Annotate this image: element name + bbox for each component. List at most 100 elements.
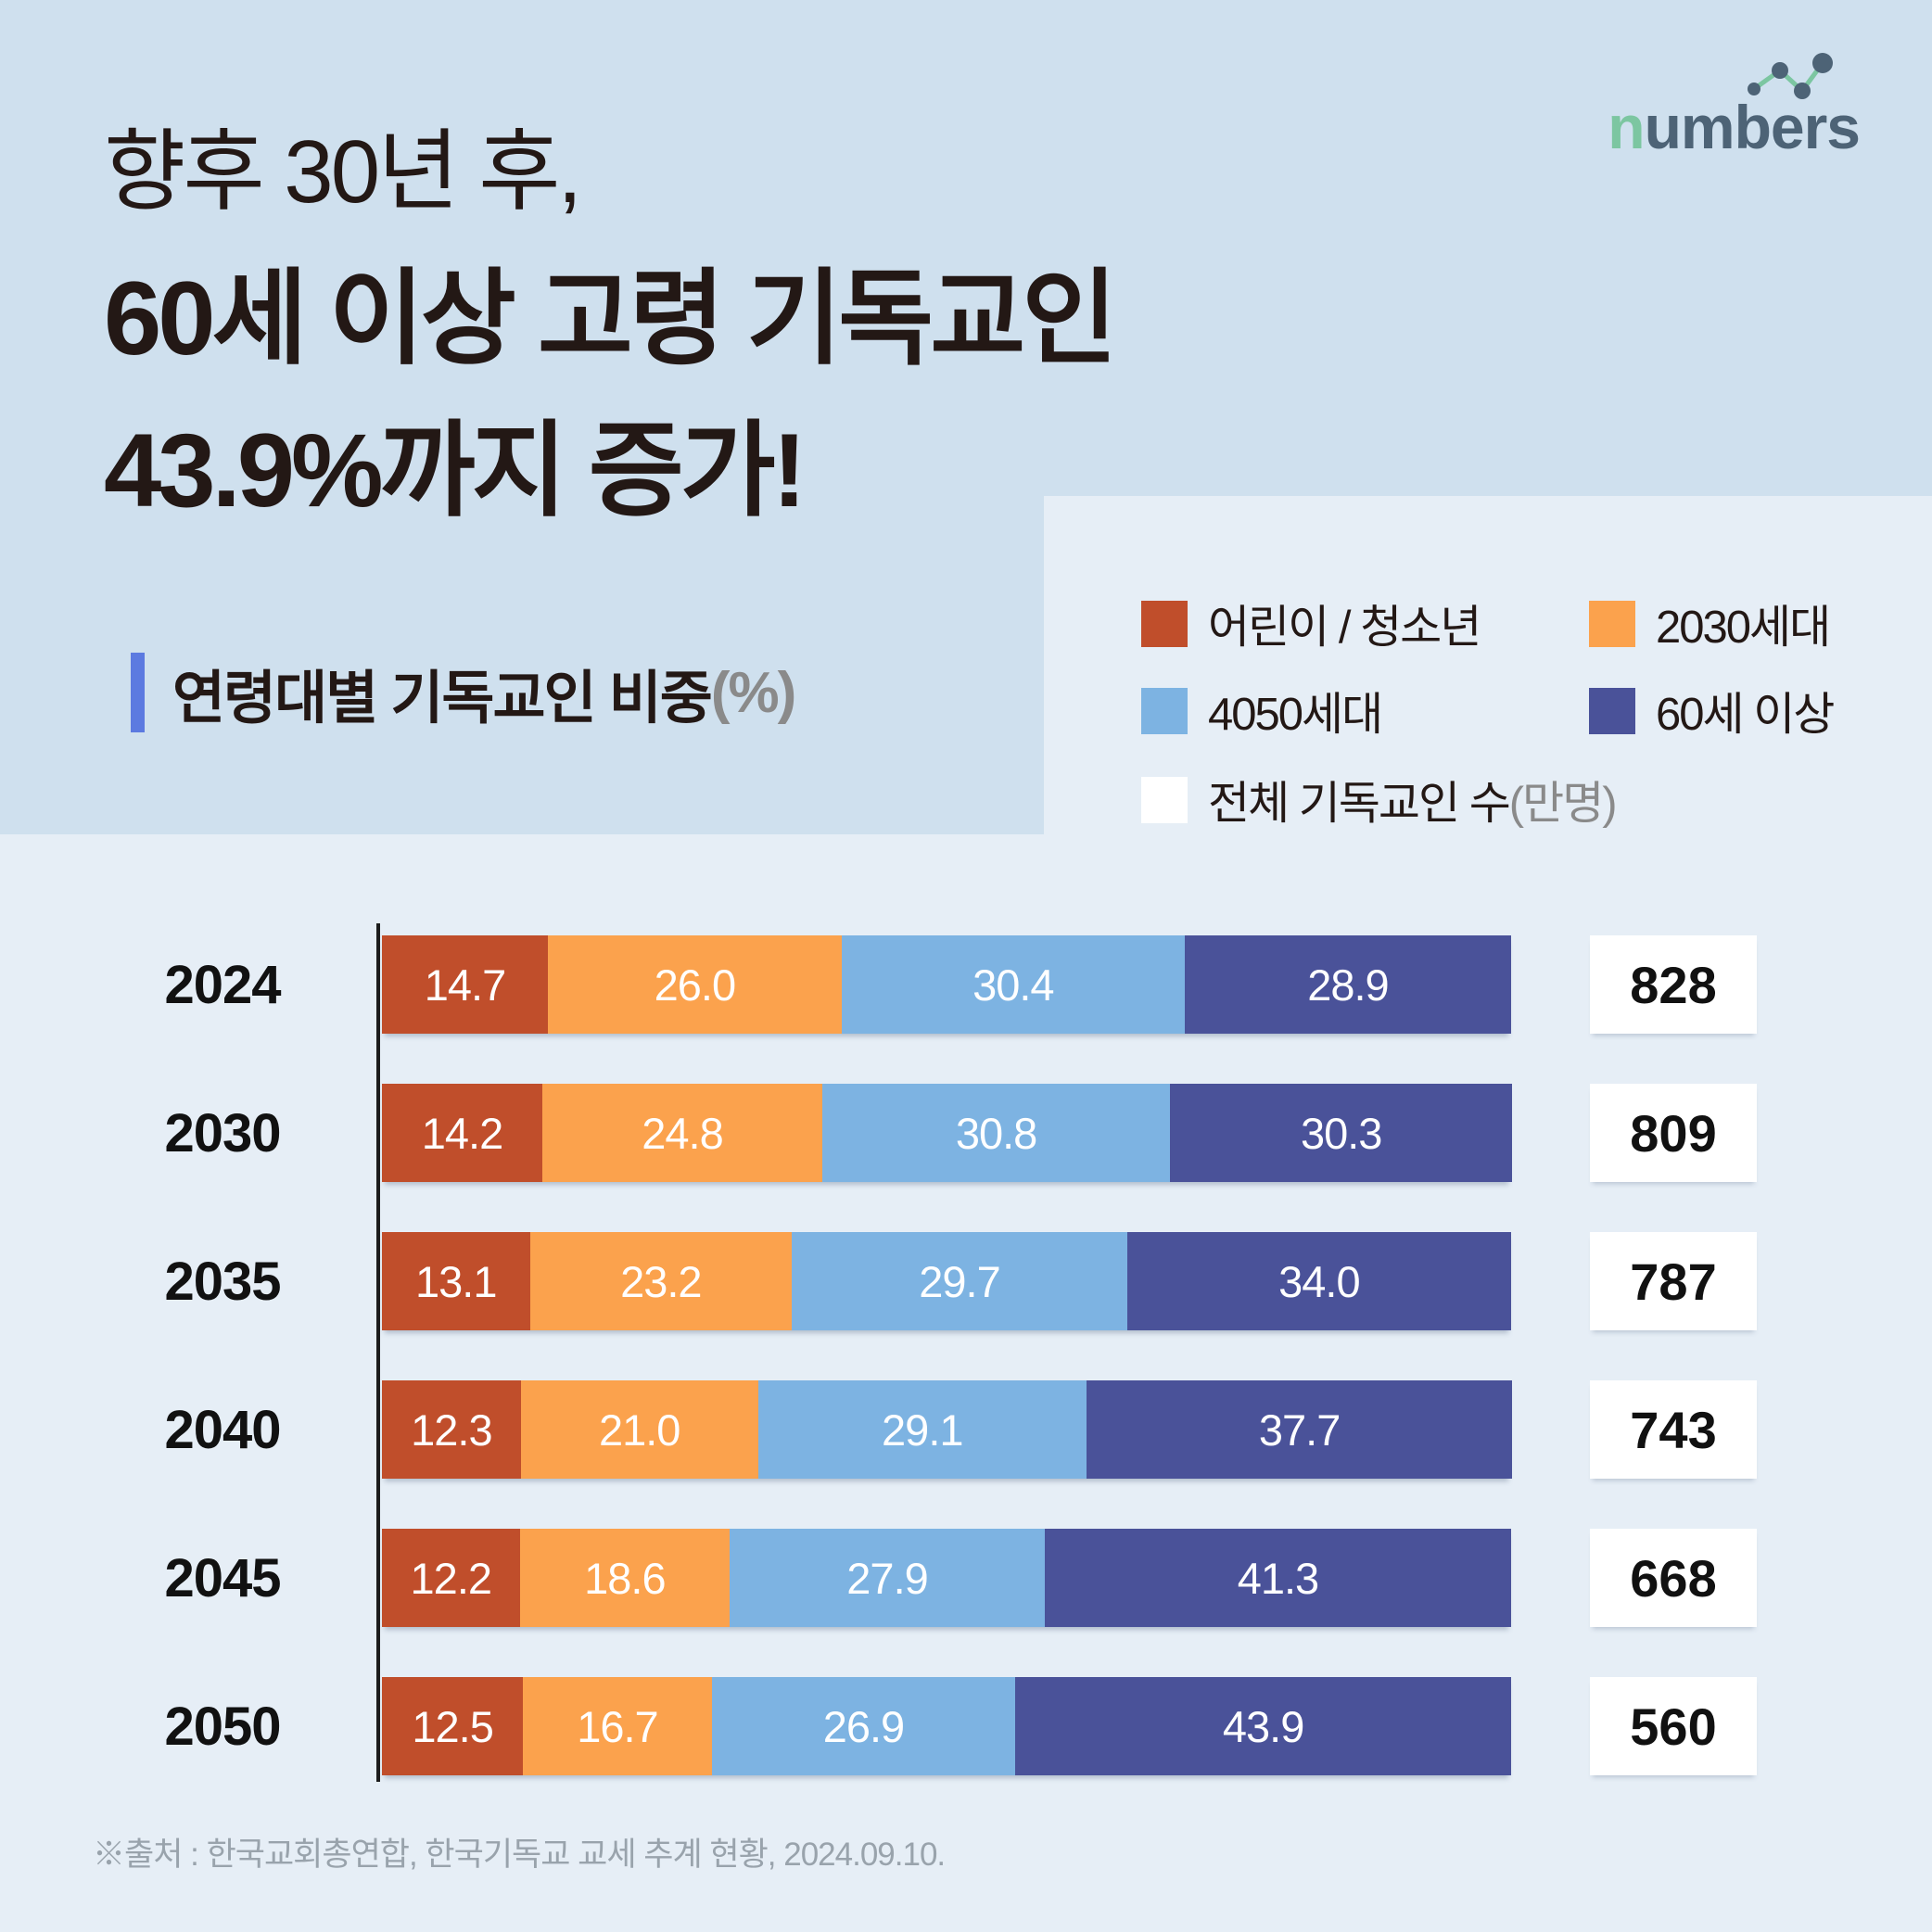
segment-value: 23.2 [620, 1256, 702, 1306]
bar-segment: 14.2 [382, 1084, 542, 1182]
legend-label: 2030세대 [1656, 603, 1831, 653]
bar-segment: 34.0 [1126, 1232, 1511, 1330]
year-label: 2035 [164, 1251, 281, 1312]
segment-value: 27.9 [846, 1553, 928, 1603]
bar-segment: 21.0 [520, 1380, 758, 1479]
page-title: 향후 30년 후, 60세 이상 고령 기독교인 43.9%까지 증가! [104, 122, 1117, 528]
bar-segment: 12.5 [382, 1677, 524, 1775]
year-label: 2045 [164, 1547, 281, 1608]
subtitle-text: 연령대별 기독교인 비중 [172, 667, 713, 731]
stacked-bar: 12.3 21.0 29.1 37.7 [382, 1380, 1513, 1479]
bar-segment: 13.1 [382, 1232, 530, 1330]
segment-value: 18.6 [584, 1553, 666, 1603]
segment-value: 30.3 [1300, 1108, 1382, 1158]
segment-value: 21.0 [598, 1405, 680, 1455]
chart-row-2035: 2035 13.1 23.2 29.7 34.0 787 [0, 1232, 1932, 1330]
total-value-box: 828 [1590, 935, 1757, 1034]
bar-segment: 16.7 [523, 1677, 712, 1775]
bar-segment: 23.2 [529, 1232, 793, 1330]
year-label: 2024 [164, 954, 281, 1015]
bar-segment: 41.3 [1044, 1529, 1511, 1627]
legend-item-60plus: 60세 이상 [1589, 678, 1835, 744]
stacked-bar: 12.5 16.7 26.9 43.9 [382, 1677, 1511, 1775]
legend-item-4050: 4050세대 [1141, 678, 1383, 744]
total-value-box: 787 [1590, 1232, 1757, 1330]
legend-swatch-4050 [1141, 687, 1188, 734]
bar-segment: 12.3 [382, 1380, 521, 1479]
bar-segment: 26.9 [711, 1677, 1016, 1775]
segment-value: 14.2 [421, 1108, 503, 1158]
stacked-bar: 14.7 26.0 30.4 28.9 [382, 935, 1511, 1034]
segment-value: 30.4 [972, 960, 1054, 1010]
stacked-bar: 14.2 24.8 30.8 30.3 [382, 1084, 1513, 1182]
stacked-bar: 12.2 18.6 27.9 41.3 [382, 1529, 1511, 1627]
segment-value: 29.1 [882, 1405, 963, 1455]
segment-value: 30.8 [955, 1108, 1037, 1158]
bar-segment: 30.4 [841, 935, 1185, 1034]
chart-row-2050: 2050 12.5 16.7 26.9 43.9 560 [0, 1677, 1932, 1775]
segment-value: 24.8 [642, 1108, 723, 1158]
subtitle-accent-bar [131, 653, 145, 732]
bar-segment: 28.9 [1184, 935, 1511, 1034]
legend-label: 4050세대 [1208, 690, 1383, 740]
bar-segment: 37.7 [1087, 1380, 1513, 1479]
bar-segment: 14.7 [382, 935, 549, 1034]
year-label: 2050 [164, 1696, 281, 1757]
numbers-logo: numbers [1526, 53, 1861, 161]
stacked-bar: 13.1 23.2 29.7 34.0 [382, 1232, 1511, 1330]
total-value-box: 560 [1590, 1677, 1757, 1775]
segment-value: 12.3 [411, 1405, 492, 1455]
legend-unit: (만명) [1508, 779, 1618, 829]
chart-subtitle: 연령대별 기독교인 비중 (%) [131, 651, 796, 734]
legend-item-2030: 2030세대 [1589, 591, 1831, 656]
segment-value: 13.1 [415, 1256, 497, 1306]
chart-row-2024: 2024 14.7 26.0 30.4 28.9 828 [0, 935, 1932, 1034]
y-axis-line [376, 923, 380, 1782]
segment-value: 37.7 [1258, 1405, 1341, 1455]
chart-row-2045: 2045 12.2 18.6 27.9 41.3 668 [0, 1529, 1932, 1627]
legend-label: 어린이 / 청소년 [1208, 603, 1481, 653]
chart-row-2040: 2040 12.3 21.0 29.1 37.7 743 [0, 1380, 1932, 1479]
bar-segment: 27.9 [730, 1529, 1045, 1627]
total-value-box: 668 [1590, 1529, 1757, 1627]
total-value-box: 809 [1590, 1084, 1757, 1182]
segment-value: 16.7 [577, 1701, 658, 1751]
logo-letter-n: n [1608, 93, 1645, 161]
segment-value: 34.0 [1278, 1256, 1360, 1306]
legend-item-children-youth: 어린이 / 청소년 [1141, 591, 1481, 656]
segment-value: 43.9 [1222, 1701, 1304, 1751]
bar-segment: 30.8 [822, 1084, 1171, 1182]
segment-value: 26.9 [822, 1701, 905, 1751]
segment-value: 26.0 [654, 960, 736, 1010]
logo-trendline-icon [1748, 53, 1833, 99]
legend-swatch-2030 [1589, 600, 1635, 647]
total-value-box: 743 [1590, 1380, 1757, 1479]
bar-segment: 29.1 [757, 1380, 1087, 1479]
subtitle-unit: (%) [710, 660, 796, 725]
bar-segment: 26.0 [548, 935, 842, 1034]
legend-label: 전체 기독교인 수 [1208, 779, 1511, 829]
bar-segment: 29.7 [792, 1232, 1127, 1330]
segment-value: 12.5 [412, 1701, 493, 1751]
segment-value: 28.9 [1307, 960, 1389, 1010]
bar-segment: 24.8 [541, 1084, 823, 1182]
legend-swatch-60plus [1589, 687, 1635, 734]
segment-value: 41.3 [1237, 1553, 1319, 1603]
legend-swatch-total [1141, 776, 1188, 823]
title-line-2: 60세 이상 고령 기독교인 [104, 261, 1117, 376]
bar-segment: 30.3 [1170, 1084, 1513, 1182]
chart-row-2030: 2030 14.2 24.8 30.8 30.3 809 [0, 1084, 1932, 1182]
segment-value: 12.2 [410, 1553, 492, 1603]
logo-letters-umbers: umbers [1644, 93, 1861, 161]
logo-wordmark: numbers [1608, 93, 1861, 161]
legend-panel-background [1044, 496, 1932, 835]
title-line-3: 43.9%까지 증가! [104, 413, 807, 528]
bar-segment: 43.9 [1015, 1677, 1511, 1775]
source-note: ※출처 : 한국교회총연합, 한국기독교 교세 추계 현황, 2024.09.1… [93, 1837, 946, 1873]
title-line-1: 향후 30년 후, [104, 122, 582, 222]
year-label: 2030 [164, 1102, 281, 1163]
bar-segment: 12.2 [382, 1529, 520, 1627]
legend-label: 60세 이상 [1656, 690, 1835, 740]
